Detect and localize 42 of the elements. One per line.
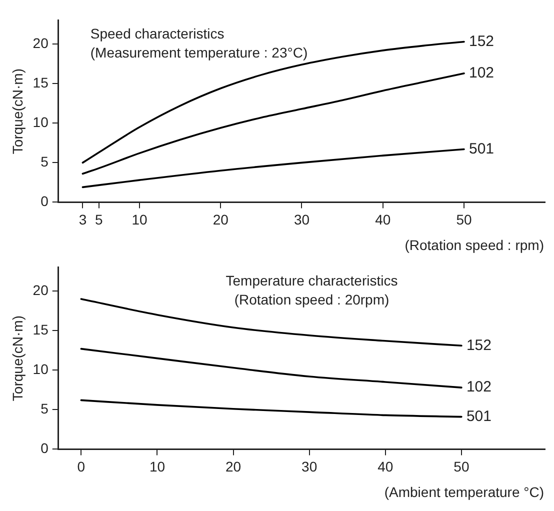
x-tick-label: 30 [302,458,318,474]
line-series [82,148,465,188]
x-tick-label: 5 [95,211,104,228]
y-tick-label: 0 [40,440,49,456]
series-label: 102 [466,378,492,396]
series-label: 152 [466,336,492,354]
y-tick-label: 5 [40,154,49,170]
x-axis-title: (Ambient temperature °C) [384,484,544,500]
y-tick-label: 15 [32,321,49,338]
y-axis-title: Torque(cN·m) [9,68,26,154]
y-tick-label: 20 [32,282,49,298]
series-label: 102 [468,64,494,82]
x-tick-label: 40 [378,458,394,474]
x-tick-label: 0 [77,458,86,474]
text: (Measurement temperature : 23°C) [90,44,308,60]
series-label: 501 [468,140,494,158]
x-tick-label: 3 [78,211,87,228]
x-tick-label: 40 [375,211,391,228]
chart-title: Speed characteristics [90,25,224,42]
y-tick-label: 20 [32,34,49,51]
line-series [82,72,465,175]
series-label: 152 [468,32,494,50]
y-tick-label: 10 [32,114,49,130]
line-series [80,348,462,388]
x-tick-label: 50 [456,211,472,228]
y-axis-title: Torque(cN·m) [9,316,26,402]
x-tick-label: 10 [149,458,166,474]
y-tick-label: 0 [40,193,49,210]
series-label: 501 [466,408,492,425]
x-axis-title: (Rotation speed : rpm) [404,236,544,253]
line-series [82,40,465,164]
x-tick-label: 30 [294,211,310,228]
y-tick-label: 10 [32,361,49,378]
text: (Rotation speed : 20rpm) [234,291,390,308]
line-series [80,399,462,418]
x-tick-label: 20 [226,458,242,474]
y-tick-label: 5 [40,400,49,417]
x-tick-label: 20 [212,211,229,228]
y-tick-label: 15 [32,74,49,90]
x-tick-label: 10 [132,211,148,228]
x-tick-label: 50 [454,458,470,474]
chart-title: Temperature characteristics [226,272,398,288]
